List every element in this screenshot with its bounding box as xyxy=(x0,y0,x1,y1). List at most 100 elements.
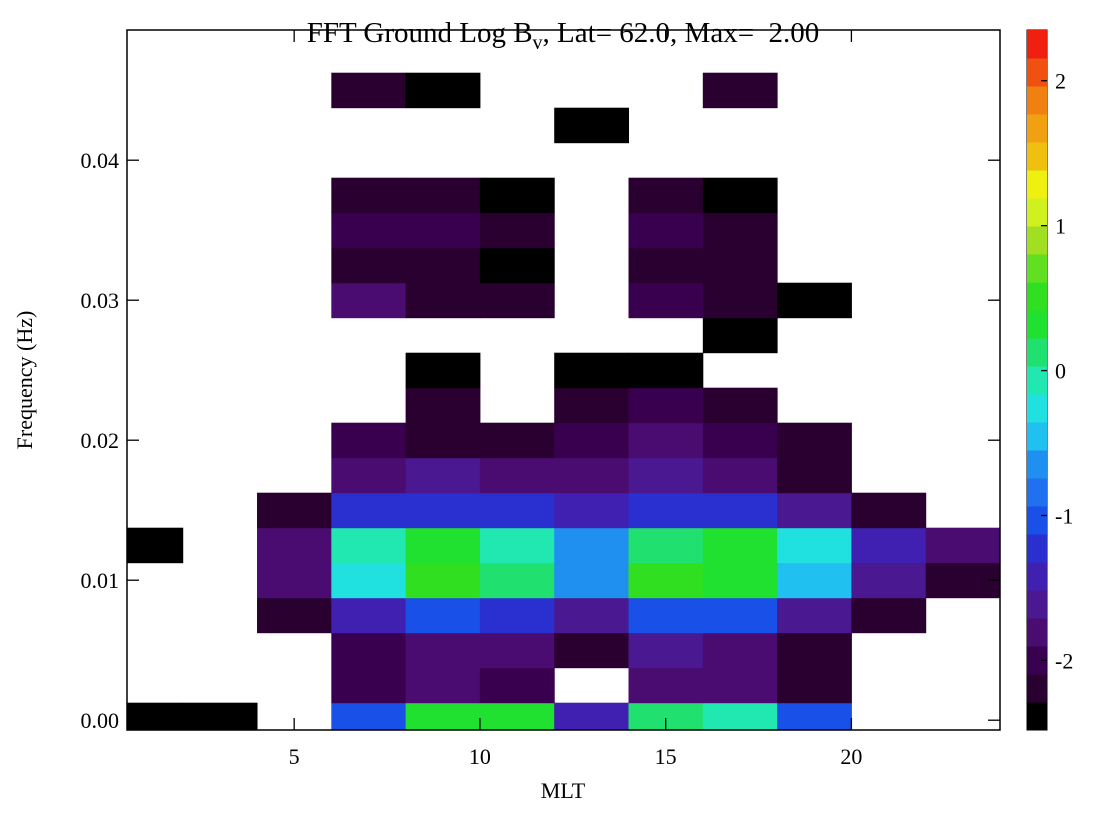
plot-frame xyxy=(126,29,1001,731)
contour-cell xyxy=(405,632,481,669)
contour-cell xyxy=(702,457,778,494)
contour-cell xyxy=(331,247,407,284)
title-subscript: v xyxy=(533,32,543,54)
colorbar-band xyxy=(1027,310,1047,339)
contour-cell xyxy=(554,527,630,564)
contour-cell xyxy=(479,562,555,599)
contour-cell xyxy=(628,597,704,634)
contour-cell xyxy=(702,212,778,249)
contour-cell xyxy=(405,72,481,109)
contour-cell xyxy=(702,562,778,599)
x-tick-label: 20 xyxy=(840,744,862,769)
colorbar-band xyxy=(1027,702,1047,731)
y-tick-label: 0.00 xyxy=(81,708,120,733)
chart-title: FFT Ground Log Bv, Lat= 62.0, Max= 2.00 xyxy=(307,17,820,54)
contour-cell xyxy=(405,562,481,599)
contour-cell xyxy=(331,212,407,249)
contour-cell xyxy=(331,702,407,730)
contour-cell xyxy=(405,212,481,249)
contour-cell xyxy=(628,667,704,704)
contour-cell xyxy=(479,457,555,494)
contour-cell xyxy=(331,282,407,319)
title-text: FFT Ground Log B xyxy=(307,17,533,49)
colorbar-tick-label: 1 xyxy=(1055,214,1066,239)
contour-cell xyxy=(554,457,630,494)
contour-cell xyxy=(702,247,778,284)
contour-cell xyxy=(628,562,704,599)
contour-cell xyxy=(479,527,555,564)
contour-cell xyxy=(331,667,407,704)
contour-cell xyxy=(405,387,481,424)
contour-cell xyxy=(257,492,332,529)
colorbar-band xyxy=(1027,226,1047,255)
contour-cell xyxy=(702,492,778,529)
contour-cell xyxy=(479,702,555,730)
contour-cell xyxy=(554,702,630,730)
contour-cell xyxy=(554,562,630,599)
colorbar-tick-label: -1 xyxy=(1055,504,1073,529)
contour-cell xyxy=(331,562,407,599)
colorbar-band xyxy=(1027,478,1047,507)
contour-cell xyxy=(851,527,927,564)
contour-cell xyxy=(405,527,481,564)
contour-cell xyxy=(331,457,407,494)
contour-cell xyxy=(331,72,407,109)
contour-cell xyxy=(851,492,927,529)
colorbar-band xyxy=(1027,142,1047,171)
contour-cell xyxy=(405,457,481,494)
contour-cell xyxy=(702,282,778,319)
colorbar-band xyxy=(1027,86,1047,115)
contour-cell xyxy=(479,177,555,214)
contour-cell xyxy=(777,702,852,730)
contour-cell xyxy=(777,597,852,634)
contour-cell xyxy=(628,527,704,564)
contour-field xyxy=(127,72,1000,730)
colorbar-band xyxy=(1027,366,1047,395)
contour-cell xyxy=(628,632,704,669)
contour-cell xyxy=(479,597,555,634)
contour-cell xyxy=(127,527,184,564)
colorbar-band xyxy=(1027,590,1047,619)
contour-cell xyxy=(628,177,704,214)
colorbar-band xyxy=(1027,170,1047,199)
contour-cell xyxy=(331,177,407,214)
contour-cell xyxy=(405,702,481,730)
colorbar-band xyxy=(1027,618,1047,647)
contour-cell xyxy=(554,492,630,529)
colorbar-band xyxy=(1027,58,1047,87)
contour-cell xyxy=(702,597,778,634)
x-tick-label: 5 xyxy=(289,744,300,769)
colorbar-band xyxy=(1027,114,1047,143)
contour-cell xyxy=(628,387,704,424)
contour-cell xyxy=(628,247,704,284)
contour-cell xyxy=(554,107,630,144)
contour-cell xyxy=(777,282,852,319)
contour-cell xyxy=(554,387,630,424)
contour-cell xyxy=(405,667,481,704)
contour-cell xyxy=(777,527,852,564)
contour-cell xyxy=(257,562,332,599)
colorbar-band xyxy=(1027,674,1047,703)
x-tick-label: 10 xyxy=(469,744,491,769)
contour-cell xyxy=(405,177,481,214)
contour-cell xyxy=(554,422,630,459)
contour-cell xyxy=(702,72,778,109)
colorbar-band xyxy=(1027,422,1047,451)
colorbar-tick-label: 2 xyxy=(1055,69,1066,94)
contour-cell xyxy=(628,282,704,319)
contour-cell xyxy=(405,282,481,319)
title-text: , Lat= 62.0, Max= 2.00 xyxy=(543,17,820,49)
contour-cell xyxy=(777,632,852,669)
contour-cell xyxy=(628,212,704,249)
contour-cell xyxy=(405,352,481,389)
contour-cell xyxy=(127,702,184,730)
contour-cell xyxy=(702,527,778,564)
contour-cell xyxy=(554,597,630,634)
y-tick-label: 0.04 xyxy=(81,148,120,173)
colorbar-band xyxy=(1027,562,1047,591)
contour-cell xyxy=(405,492,481,529)
colorbar-band xyxy=(1027,338,1047,367)
contour-cell xyxy=(554,352,630,389)
colorbar-band xyxy=(1027,646,1047,675)
